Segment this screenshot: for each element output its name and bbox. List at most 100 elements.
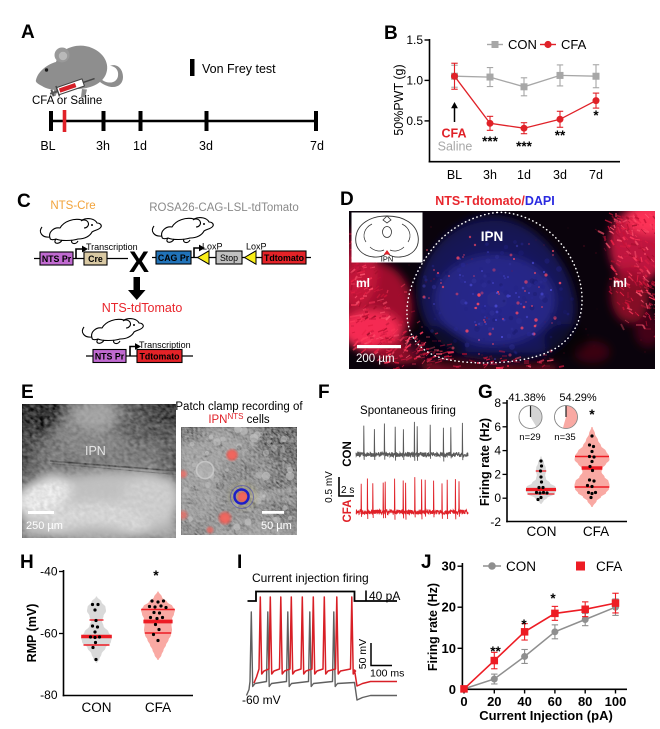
svg-text:-2: -2 bbox=[490, 515, 501, 529]
svg-text:80: 80 bbox=[578, 694, 592, 709]
svg-text:-60: -60 bbox=[40, 627, 58, 641]
svg-text:***: *** bbox=[482, 134, 499, 149]
svg-text:50 mV: 50 mV bbox=[357, 639, 369, 669]
svg-text:RMP (mV): RMP (mV) bbox=[25, 604, 39, 663]
svg-text:CON: CON bbox=[342, 441, 354, 467]
svg-text:Current Injection (pA): Current Injection (pA) bbox=[479, 708, 613, 723]
svg-text:**: ** bbox=[490, 644, 501, 659]
svg-text:Von Frey test: Von Frey test bbox=[202, 62, 276, 76]
svg-text:50 µm: 50 µm bbox=[261, 520, 292, 532]
svg-text:-40: -40 bbox=[40, 565, 58, 579]
svg-text:1d: 1d bbox=[517, 168, 531, 182]
svg-text:0: 0 bbox=[460, 694, 467, 709]
svg-text:n=35: n=35 bbox=[554, 432, 575, 443]
svg-text:CON: CON bbox=[508, 37, 537, 52]
svg-text:*: * bbox=[521, 617, 527, 632]
svg-text:CFA: CFA bbox=[442, 127, 467, 141]
svg-text:**: ** bbox=[555, 128, 566, 143]
svg-text:IPNNTS cells: IPNNTS cells bbox=[208, 412, 270, 426]
svg-text:*: * bbox=[589, 406, 595, 422]
svg-text:Transcription: Transcription bbox=[139, 340, 191, 350]
svg-text:8: 8 bbox=[494, 396, 501, 410]
svg-text:50%PWT (g): 50%PWT (g) bbox=[392, 64, 406, 135]
svg-text:6: 6 bbox=[494, 420, 501, 434]
svg-text:IPN: IPN bbox=[481, 229, 504, 244]
svg-text:J: J bbox=[421, 552, 432, 573]
svg-text:NTS-tdTomato: NTS-tdTomato bbox=[102, 301, 183, 315]
svg-text:20: 20 bbox=[442, 600, 456, 615]
svg-text:E: E bbox=[21, 382, 34, 403]
svg-text:CON: CON bbox=[506, 559, 536, 574]
svg-text:NTS-Cre: NTS-Cre bbox=[50, 200, 95, 212]
svg-text:Transcription: Transcription bbox=[86, 242, 138, 252]
svg-text:BL: BL bbox=[40, 139, 55, 153]
svg-text:H: H bbox=[20, 552, 34, 573]
svg-text:2: 2 bbox=[494, 467, 501, 481]
svg-text:4: 4 bbox=[494, 444, 501, 458]
svg-text:*: * bbox=[153, 567, 159, 583]
svg-text:60: 60 bbox=[548, 694, 562, 709]
svg-text:Cre: Cre bbox=[88, 254, 103, 264]
svg-text:X: X bbox=[129, 246, 149, 279]
svg-text:Firing rate (Hz): Firing rate (Hz) bbox=[426, 583, 440, 671]
svg-text:0: 0 bbox=[494, 491, 501, 505]
svg-text:41.38%: 41.38% bbox=[508, 392, 546, 404]
svg-text:3h: 3h bbox=[96, 139, 110, 153]
svg-text:7d: 7d bbox=[310, 139, 324, 153]
svg-text:NTS Pr: NTS Pr bbox=[95, 352, 125, 362]
svg-text:LoxP: LoxP bbox=[246, 242, 267, 252]
svg-text:Spontaneous firing: Spontaneous firing bbox=[360, 405, 456, 417]
svg-text:CON: CON bbox=[82, 700, 112, 715]
svg-text:Tdtomato: Tdtomato bbox=[264, 253, 305, 263]
svg-text:ml: ml bbox=[613, 276, 627, 290]
svg-text:0.5 mV: 0.5 mV bbox=[324, 471, 335, 503]
svg-text:CON: CON bbox=[527, 524, 557, 539]
svg-text:100 ms: 100 ms bbox=[370, 668, 404, 680]
svg-text:CFA: CFA bbox=[583, 524, 609, 539]
svg-text:D: D bbox=[340, 189, 354, 210]
svg-text:G: G bbox=[478, 382, 493, 403]
svg-text:0: 0 bbox=[449, 682, 456, 697]
svg-text:*: * bbox=[550, 591, 556, 606]
svg-text:-60 mV: -60 mV bbox=[242, 693, 281, 707]
svg-text:F: F bbox=[318, 382, 330, 403]
svg-text:1.0: 1.0 bbox=[406, 73, 423, 87]
svg-text:CFA or Saline: CFA or Saline bbox=[32, 95, 102, 107]
svg-text:1.5: 1.5 bbox=[406, 33, 423, 47]
svg-text:CAG Pr: CAG Pr bbox=[158, 253, 190, 263]
svg-text:C: C bbox=[17, 191, 31, 212]
svg-text:LoxP: LoxP bbox=[202, 242, 223, 252]
svg-text:CFA: CFA bbox=[342, 500, 354, 523]
svg-text:Firing rate (Hz): Firing rate (Hz) bbox=[478, 418, 492, 506]
svg-text:250 µm: 250 µm bbox=[26, 520, 63, 532]
svg-text:Patch clamp recording of: Patch clamp recording of bbox=[175, 401, 303, 413]
svg-text:IPN: IPN bbox=[381, 255, 394, 264]
svg-text:100: 100 bbox=[605, 694, 627, 709]
svg-text:7d: 7d bbox=[589, 168, 603, 182]
svg-text:Current injection firing: Current injection firing bbox=[252, 571, 369, 585]
svg-text:3d: 3d bbox=[553, 168, 567, 182]
svg-text:***: *** bbox=[516, 139, 533, 154]
svg-text:I: I bbox=[237, 552, 242, 573]
svg-text:ROSA26-CAG-LSL-tdTomato: ROSA26-CAG-LSL-tdTomato bbox=[149, 202, 299, 214]
svg-text:40 pA: 40 pA bbox=[369, 589, 400, 603]
svg-text:3d: 3d bbox=[199, 139, 213, 153]
svg-text:BL: BL bbox=[447, 168, 462, 182]
svg-text:0.5: 0.5 bbox=[406, 114, 423, 128]
svg-text:200 µm: 200 µm bbox=[356, 353, 395, 365]
svg-text:ml: ml bbox=[356, 276, 370, 290]
svg-text:CFA: CFA bbox=[145, 700, 171, 715]
svg-text:20: 20 bbox=[487, 694, 501, 709]
svg-text:IPN: IPN bbox=[85, 444, 106, 458]
svg-text:*: * bbox=[593, 108, 599, 123]
svg-text:30: 30 bbox=[442, 559, 456, 574]
svg-text:40: 40 bbox=[517, 694, 531, 709]
svg-text:Tdtomato: Tdtomato bbox=[139, 352, 180, 362]
svg-text:10: 10 bbox=[442, 641, 456, 656]
svg-text:2 s: 2 s bbox=[341, 485, 354, 496]
svg-text:NTS Pr: NTS Pr bbox=[42, 254, 72, 264]
svg-text:Stop: Stop bbox=[220, 253, 238, 263]
svg-text:n=29: n=29 bbox=[519, 432, 540, 443]
svg-text:B: B bbox=[384, 23, 398, 44]
svg-text:3h: 3h bbox=[483, 168, 497, 182]
